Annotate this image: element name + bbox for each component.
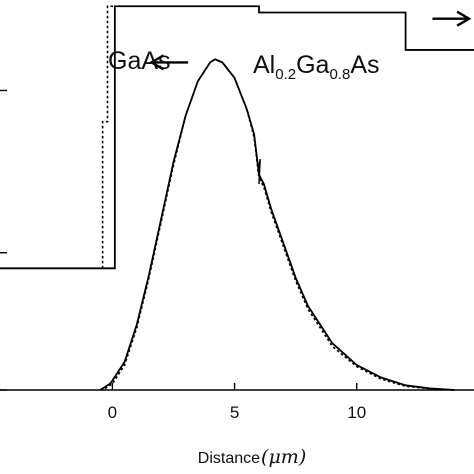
annotation-layer: GaAs Al0.2Ga0.8As: [108, 10, 472, 83]
annotation-gaas-part: GaAs: [108, 47, 171, 75]
annotation-algaas-part: As: [350, 51, 379, 79]
axis-label-layer: Distance(μm): [198, 446, 306, 468]
annotation-algaas-part: Ga: [296, 51, 329, 79]
x-tick-label: 5: [230, 403, 239, 422]
x-tick-label: 10: [347, 403, 366, 422]
x-axis-label-unit: μm: [268, 446, 298, 468]
series-0-solid-line: [0, 5, 474, 270]
annotation-algaas: Al0.2Ga0.8As: [253, 51, 380, 83]
annotation-algaas-part: 0.2: [275, 66, 296, 83]
series-2-solid-line: [99, 58, 455, 391]
annotation-gaas: GaAs: [108, 47, 171, 75]
x-tick-label: 0: [108, 403, 117, 422]
series-1-dotted-line: [101, 5, 115, 269]
x-axis-label-text: Distance: [198, 450, 260, 467]
arrow-right-head: [456, 10, 472, 27]
series-layer: [0, 5, 474, 391]
x-axis-label-open-paren: (: [261, 446, 269, 468]
plot-axes: 0 5 10: [0, 89, 474, 422]
series-3-dotted-line: [99, 58, 455, 391]
annotation-algaas-part: Al: [253, 51, 275, 79]
x-axis-label: Distance(μm): [198, 446, 306, 468]
arrow-left-head: [149, 54, 165, 71]
distribution-kink-mark: [257, 158, 261, 185]
x-axis-label-close-paren: ): [298, 446, 306, 468]
annotation-algaas-part: 0.8: [329, 66, 350, 83]
